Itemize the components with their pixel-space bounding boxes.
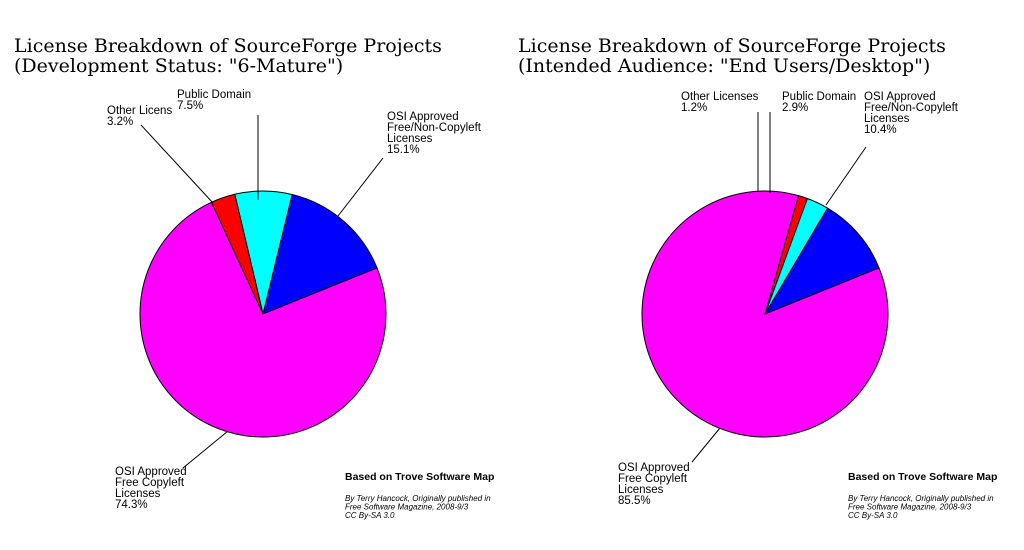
slice-label-public-domain: Public Domain 7.5%: [177, 89, 254, 112]
leader-free-non-copyleft: [337, 157, 384, 217]
pie-slice-osi-approved-free-non-copyleft-licenses: [763, 207, 880, 316]
chart-title: License Breakdown of SourceForge Project…: [14, 35, 442, 57]
pie-slice-osi-approved-free-copyleft-licenses: [641, 190, 889, 438]
pie-slice-osi-approved-free-non-copyleft-licenses: [262, 193, 378, 315]
chart-title: License Breakdown of SourceForge Project…: [518, 35, 946, 57]
slice-label-other: Other Licens 3.2%: [107, 105, 175, 128]
chart-subtitle: (Development Status: "6-Mature"): [14, 55, 343, 77]
pie-right: [641, 190, 889, 438]
pie-left: [139, 190, 387, 438]
leader-free-non-copyleft: [825, 146, 867, 206]
slice-label-public-domain: Public Domain 2.9%: [782, 91, 859, 114]
credit-heading: Based on Trove Software Map: [848, 471, 997, 483]
credit-heading: Based on Trove Software Map: [345, 471, 494, 483]
leader-free-copyleft: [691, 427, 721, 463]
leader-other: [140, 124, 214, 204]
slice-label-free-non-copyleft: OSI Approved Free/Non-Copyleft Licenses …: [864, 91, 961, 136]
chart-subtitle: (Intended Audience: "End Users/Desktop"): [518, 55, 930, 77]
pie-slice-osi-approved-free-copyleft-licenses: [139, 201, 387, 438]
slice-label-free-copyleft: OSI Approved Free Copyleft Licenses 85.5…: [618, 462, 693, 507]
chart-right: License Breakdown of SourceForge Project…: [518, 35, 997, 520]
credit-text: By Terry Hancock, Originally published i…: [345, 494, 493, 520]
slice-label-free-non-copyleft: OSI Approved Free/Non-Copyleft Licenses …: [387, 111, 484, 156]
slice-label-free-copyleft: OSI Approved Free Copyleft Licenses 74.3…: [115, 466, 190, 511]
leader-free-copyleft: [182, 430, 229, 469]
credit-text: By Terry Hancock, Originally published i…: [848, 494, 996, 520]
chart-left: License Breakdown of SourceForge Project…: [14, 35, 494, 520]
slice-label-other: Other Licenses 1.2%: [681, 91, 762, 114]
